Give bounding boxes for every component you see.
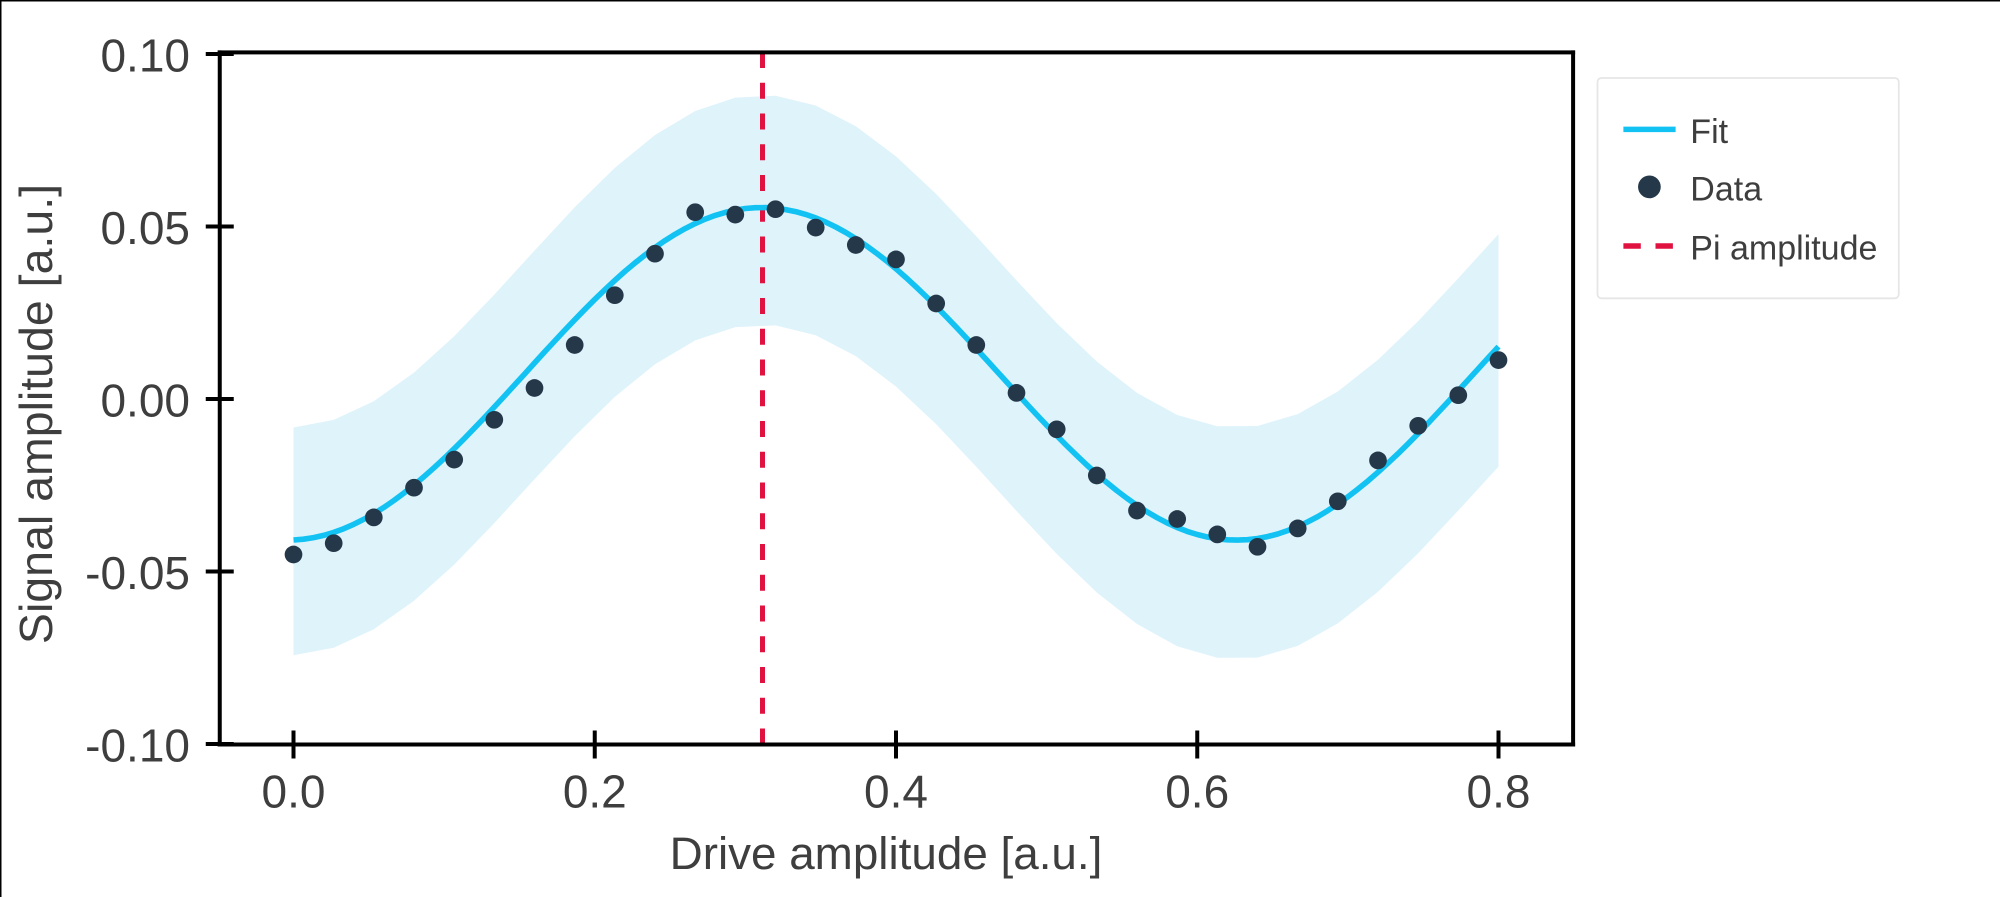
svg-text:Data: Data [1690,171,1762,209]
svg-text:0.0: 0.0 [262,766,326,818]
svg-text:0.05: 0.05 [100,202,190,254]
svg-text:0.00: 0.00 [100,374,190,426]
svg-text:Signal amplitude [a.u.]: Signal amplitude [a.u.] [10,184,62,644]
svg-text:0.10: 0.10 [100,29,190,81]
svg-text:Fit: Fit [1690,113,1728,151]
svg-text:-0.05: -0.05 [85,547,190,599]
svg-text:-0.10: -0.10 [85,719,190,771]
svg-text:Pi amplitude: Pi amplitude [1690,230,1877,268]
svg-text:Drive amplitude [a.u.]: Drive amplitude [a.u.] [670,828,1103,879]
svg-text:0.2: 0.2 [563,766,627,818]
svg-text:0.6: 0.6 [1165,766,1229,818]
svg-text:0.4: 0.4 [864,766,928,818]
svg-text:0.8: 0.8 [1467,766,1531,818]
